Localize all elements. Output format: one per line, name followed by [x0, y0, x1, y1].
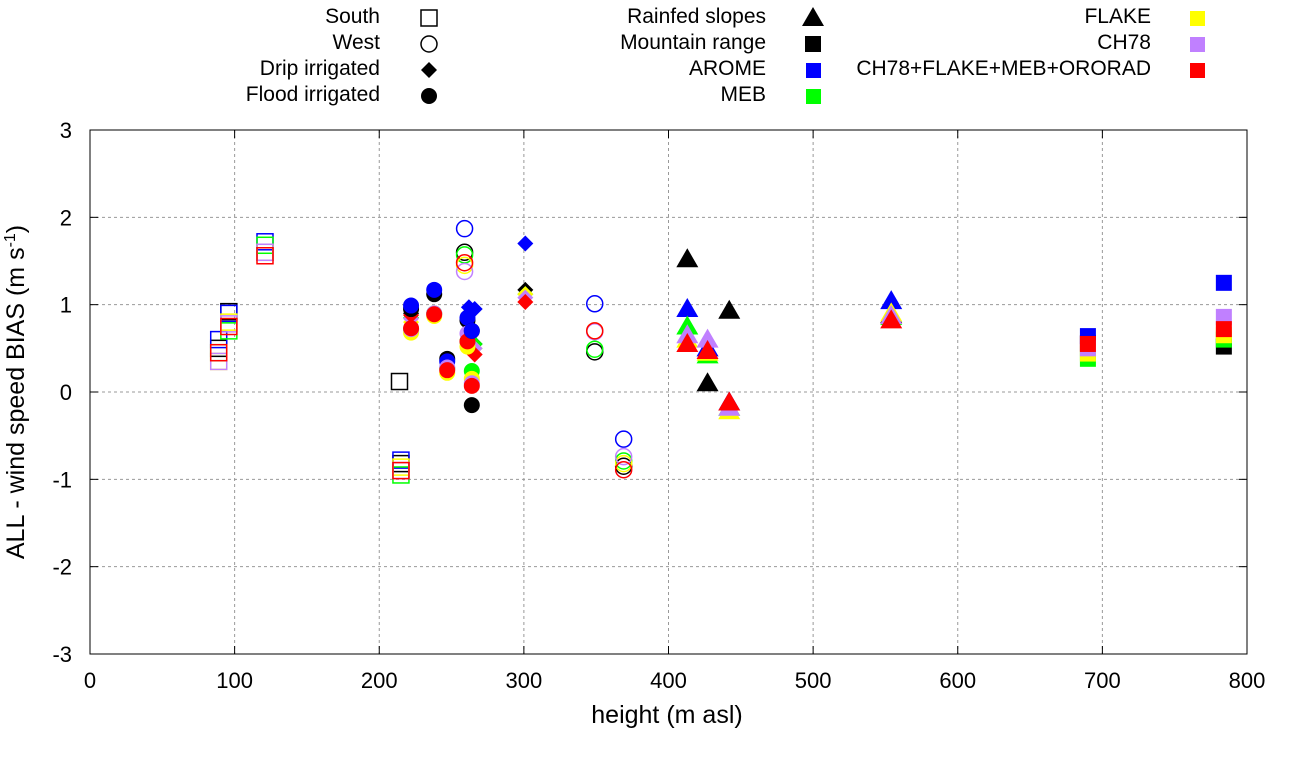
axis-ticks: 0 100 200 300 400 500 600 700 800 -3 -2 -1 0 1 2 3 — [52, 118, 1265, 693]
data-point-ch78-flake-meb-ororad — [718, 391, 741, 411]
x-tick-label: 0 — [84, 668, 96, 693]
y-tick-label: 0 — [60, 380, 72, 405]
legend-label: AROME — [689, 57, 766, 80]
y-axis-title-suffix: ) — [2, 225, 30, 233]
x-tick-label: 400 — [650, 668, 687, 693]
legend-label: FLAKE — [1084, 5, 1151, 28]
data-point-ch78-flake-meb-ororad — [1079, 335, 1096, 352]
x-tick-label: 500 — [795, 668, 832, 693]
y-tick-label: -2 — [52, 555, 72, 580]
data-point-meb — [585, 340, 604, 358]
data-point-ch78-flake-meb-ororad — [439, 362, 456, 379]
x-tick-label: 200 — [361, 668, 398, 693]
data-point-arome — [459, 309, 476, 326]
legend-label: Flood irrigated — [246, 83, 380, 106]
legend-marker — [420, 35, 438, 53]
data-point-arome — [463, 322, 480, 339]
y-axis-title: ALL - wind speed BIAS (m s-1) — [2, 225, 30, 559]
data-point-flake — [256, 243, 274, 262]
data-point-arome — [880, 290, 903, 310]
data-point-ch78-flake-meb-ororad — [426, 306, 443, 323]
data-point-observed — [390, 372, 409, 391]
legend-label: CH78+FLAKE+MEB+ORORAD — [856, 57, 1151, 80]
data-point-ch78-flake-meb-ororad — [880, 309, 903, 329]
x-tick-label: 600 — [939, 668, 976, 693]
data-point-ch78-flake-meb-ororad — [220, 317, 238, 336]
data-point-ch78-flake-meb-ororad — [256, 247, 274, 265]
data-point-ch78-flake-meb-ororad — [392, 461, 410, 480]
y-tick-label: 2 — [60, 205, 72, 230]
data-point-ch78-flake-meb-ororad — [455, 253, 474, 272]
data-point-arome — [614, 430, 633, 448]
data-point-ch78-flake-meb-ororad — [614, 460, 633, 479]
data-point-ch78 — [455, 262, 474, 281]
x-axis-title: height (m asl) — [591, 701, 742, 729]
legend-swatch — [1190, 37, 1205, 52]
data-point-observed — [256, 243, 274, 262]
data-point-arome — [1215, 274, 1232, 291]
data-point-arome — [392, 451, 410, 469]
data-point-arome — [426, 281, 443, 298]
grid-lines — [90, 130, 1247, 654]
legend-marker — [805, 36, 821, 52]
data-point-observed — [696, 372, 719, 392]
y-axis-title-superscript: -1 — [2, 233, 19, 247]
legend-marker — [802, 7, 824, 26]
data-point-meb — [256, 236, 274, 255]
y-tick-label: 3 — [60, 118, 72, 143]
data-point-observed — [718, 299, 741, 319]
data-point-observed — [676, 248, 699, 268]
legend-swatch — [806, 89, 821, 104]
legend-marker — [421, 88, 437, 104]
legend-swatch — [1190, 11, 1205, 26]
data-point-arome — [403, 297, 420, 314]
data-point-arome — [676, 298, 699, 318]
legend-marker — [421, 62, 437, 78]
data-point-ch78 — [614, 447, 633, 466]
legend-label: Drip irrigated — [260, 57, 380, 80]
legend-label: MEB — [720, 83, 766, 106]
data-point-ch78-flake-meb-ororad — [517, 294, 534, 311]
data-point-ch78-flake-meb-ororad — [463, 377, 480, 394]
data-point-arome — [455, 219, 474, 238]
data-points — [209, 219, 1232, 484]
data-point-observed — [463, 397, 480, 414]
data-point-ch78-flake-meb-ororad — [1215, 321, 1232, 338]
data-point-ch78-flake-meb-ororad — [676, 332, 699, 352]
data-point-flake — [614, 454, 633, 473]
data-point-ch78-flake-meb-ororad — [585, 322, 604, 340]
legend-swatch — [1190, 63, 1205, 78]
y-tick-label: -1 — [52, 467, 72, 492]
data-point-observed — [392, 454, 410, 473]
y-tick-label: -3 — [52, 642, 72, 667]
legend-label: CH78 — [1097, 31, 1151, 54]
y-tick-label: 1 — [60, 293, 72, 318]
data-point-ch78-flake-meb-ororad — [209, 343, 228, 362]
legend-label: West — [333, 31, 381, 54]
data-point-ch78 — [1215, 308, 1232, 325]
data-point-arome — [585, 295, 604, 313]
legend-label: Rainfed slopes — [627, 5, 766, 28]
data-point-ch78-flake-meb-ororad — [696, 339, 719, 359]
x-tick-label: 800 — [1229, 668, 1266, 693]
y-axis-title-main: ALL - wind speed BIAS (m s — [2, 247, 30, 559]
data-point-ch78 — [696, 328, 719, 348]
legend-marker — [420, 9, 438, 27]
x-tick-label: 300 — [506, 668, 543, 693]
legend-swatch — [806, 63, 821, 78]
x-tick-label: 100 — [216, 668, 253, 693]
legend: South West Drip irrigated Flood irrigated Ra… — [246, 5, 1205, 106]
legend-label: Mountain range — [620, 31, 766, 54]
data-point-ch78 — [392, 461, 410, 480]
x-tick-label: 700 — [1084, 668, 1121, 693]
data-point-ch78 — [256, 243, 274, 262]
data-point-ch78-flake-meb-ororad — [403, 320, 420, 337]
data-point-arome — [517, 235, 534, 252]
legend-label: South — [325, 5, 380, 28]
